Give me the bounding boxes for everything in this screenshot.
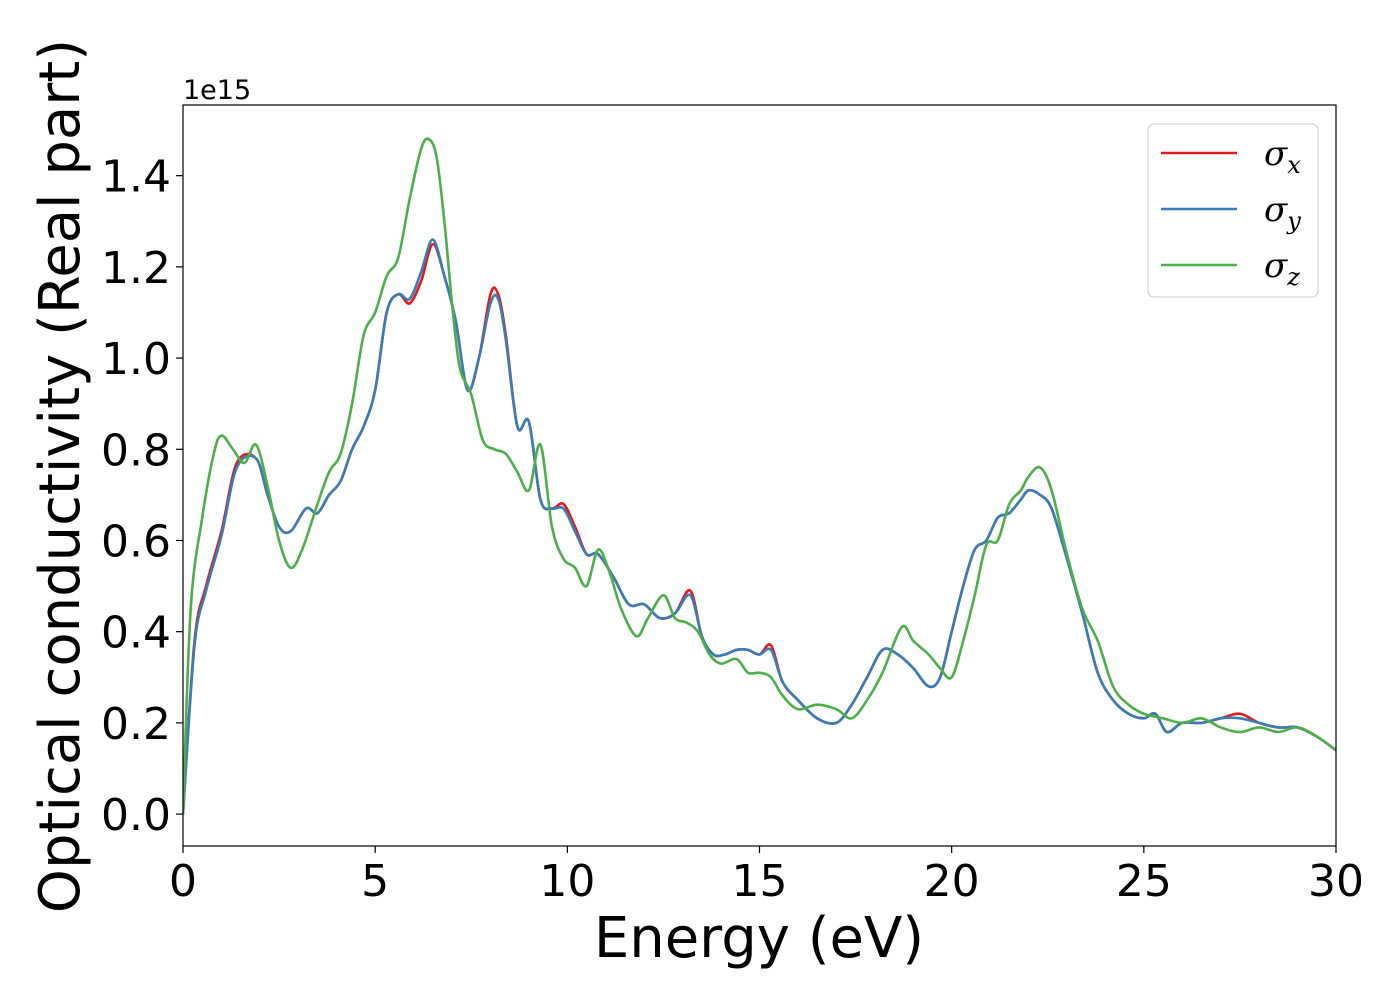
legend-label-y: σy <box>1264 190 1301 235</box>
y-tick-label: 1.2 <box>101 243 171 294</box>
y-tick-label: 0.2 <box>101 699 171 750</box>
x-tick-label: 10 <box>539 856 595 907</box>
x-tick-label: 15 <box>732 856 788 907</box>
legend-box <box>1147 123 1319 298</box>
plot-lines <box>183 137 1336 815</box>
legend-label-z: σz <box>1264 246 1300 291</box>
x-axis-title: Energy (eV) <box>594 906 924 971</box>
y-tick-label: 0.0 <box>101 790 171 841</box>
y-tick-label: 0.6 <box>101 516 171 567</box>
x-axis-ticks: 0 5 10 15 20 25 30 <box>169 846 1364 907</box>
x-tick-label: 20 <box>924 856 980 907</box>
y-axis-title: Optical conductivity (Real part) <box>28 39 93 913</box>
y-tick-label: 1.0 <box>101 334 171 385</box>
y-tick-label: 0.8 <box>101 425 171 476</box>
series-line-z <box>183 137 1336 815</box>
x-tick-label: 0 <box>169 856 197 907</box>
legend: σx σy σz <box>1147 123 1319 298</box>
y-axis-ticks: 0.0 0.2 0.4 0.6 0.8 1.0 1.2 1.4 <box>101 152 183 841</box>
y-tick-label: 0.4 <box>101 608 171 659</box>
legend-label-x: σx <box>1264 134 1301 179</box>
series-line-y <box>183 238 1336 815</box>
y-offset-label: 1e15 <box>183 75 251 106</box>
x-tick-label: 5 <box>361 856 389 907</box>
y-tick-label: 1.4 <box>101 152 171 203</box>
x-tick-label: 30 <box>1308 856 1364 907</box>
x-tick-label: 25 <box>1116 856 1172 907</box>
